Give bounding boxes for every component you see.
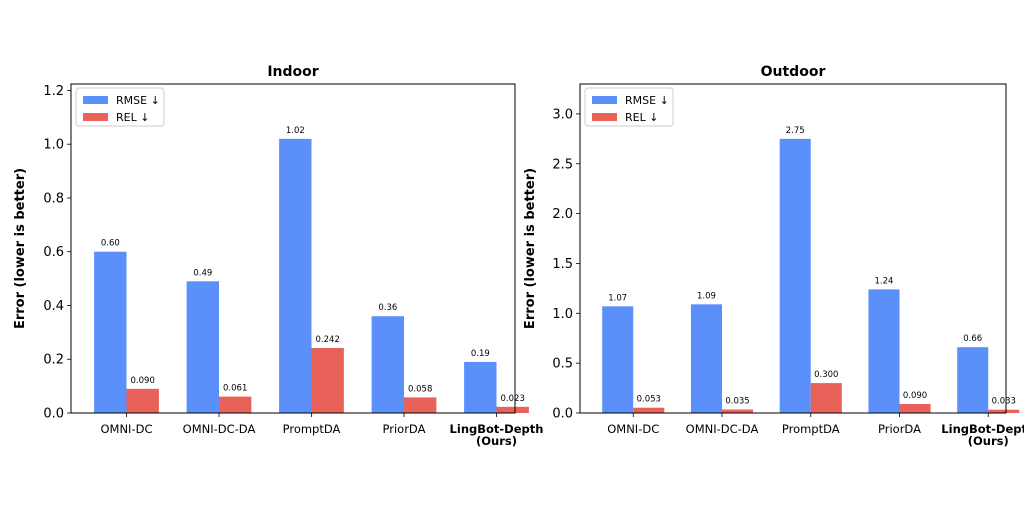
outdoor-rel-bar-omni-dc-da [722,409,754,413]
y-tick-label: 3.0 [552,107,573,122]
outdoor-rmse-data-label: 1.24 [875,276,894,286]
outdoor-chart-title: Outdoor [761,64,826,80]
outdoor-rmse-data-label: 2.75 [786,126,805,136]
x-tick-label-priorda: PriorDA [383,422,426,436]
legend-swatch-rel [592,113,617,121]
y-tick-label: 0.8 [43,191,64,206]
legend-swatch-rel [83,113,108,121]
x-tick-label-priorda: PriorDA [878,422,921,436]
indoor-rel-bar-lingbot-depth-ours [496,406,529,413]
indoor-legend: RMSE ↓ REL ↓ [75,87,165,127]
outdoor-axes-frame [579,83,1007,414]
outdoor-panel: Outdoor Error (lower is better) 0.0 0.5 1.0 1… [523,64,1024,448]
indoor-rel-bar-omni-dc [126,388,159,413]
outdoor-rmse-data-label: 1.09 [697,291,716,301]
indoor-rel-bar-promptda [311,347,344,413]
indoor-rel-data-label: 0.090 [131,376,155,386]
legend-swatch-rmse [592,96,617,104]
x-tick-label-lingbot-depth-ours: LingBot-Depth(Ours) [450,422,544,448]
x-tick-label-omni-dc-da: OMNI-DC-DA [686,422,759,436]
y-tick-label: 1.0 [43,138,64,153]
outdoor-rmse-bar-lingbot-depth-ours [957,347,989,413]
x-tick-label-omni-dc: OMNI-DC [100,422,152,436]
y-tick-label: 0.5 [552,357,573,372]
outdoor-rmse-bar-omni-dc [602,306,634,413]
legend-label-rmse: RMSE ↓ [116,94,160,107]
legend-label-rmse: RMSE ↓ [625,94,669,107]
y-tick-label: 0.0 [552,407,573,422]
legend-swatch-rmse [83,96,108,104]
legend-label-rel: REL ↓ [116,111,149,124]
indoor-rel-bar-priorda [404,397,437,413]
outdoor-rel-data-label: 0.053 [637,395,661,405]
y-tick-label: 0.2 [43,353,64,368]
outdoor-rel-data-label: 0.033 [992,397,1016,407]
outdoor-rel-data-label: 0.300 [814,370,838,380]
indoor-rmse-bar-promptda [279,138,312,414]
indoor-rmse-data-label: 0.49 [193,268,212,278]
y-tick-label: 0.4 [43,299,64,314]
outdoor-rel-data-label: 0.090 [903,391,927,401]
y-tick-label: 1.2 [43,84,64,99]
outdoor-rmse-bar-omni-dc-da [690,304,722,413]
y-tick-label: 1.0 [552,307,573,322]
indoor-rmse-data-label: 1.02 [286,126,305,136]
x-tick-label-promptda: PromptDA [283,422,341,436]
y-tick-label: 1.5 [552,257,573,272]
x-tick-label-omni-dc: OMNI-DC [607,422,659,436]
outdoor-rel-bar-omni-dc [633,407,665,413]
y-tick-label: 2.0 [552,207,573,222]
indoor-rel-data-label: 0.061 [223,384,247,394]
outdoor-rel-data-label: 0.035 [725,397,749,407]
x-tick-label-lingbot-depth-ours: LingBot-Depth(Ours) [941,422,1024,448]
indoor-rel-bar-omni-dc-da [219,396,252,413]
indoor-rmse-bar-omni-dc-da [186,281,219,413]
y-tick-label: 2.5 [552,157,573,172]
indoor-rmse-bar-omni-dc [94,251,127,413]
indoor-rel-data-label: 0.242 [316,335,340,345]
indoor-rmse-data-label: 0.60 [101,239,120,249]
indoor-panel: Indoor Error (lower is better) 0.0 0.2 0.4 0.… [13,64,543,448]
indoor-rmse-bar-priorda [371,316,404,413]
legend-label-rel: REL ↓ [625,111,658,124]
indoor-rmse-data-label: 0.36 [378,303,397,313]
outdoor-rel-bar-priorda [899,404,931,413]
outdoor-rel-bar-lingbot-depth-ours [988,409,1020,413]
indoor-axes-frame [70,83,516,414]
outdoor-rmse-data-label: 1.07 [608,293,627,303]
indoor-rel-data-label: 0.023 [501,394,525,404]
indoor-y-axis-label: Error (lower is better) [13,168,28,329]
y-tick-label: 0.0 [43,407,64,422]
indoor-rmse-data-label: 0.19 [471,349,490,359]
x-tick-label-promptda: PromptDA [782,422,840,436]
outdoor-rmse-bar-promptda [779,138,811,414]
indoor-chart-title: Indoor [267,64,318,80]
indoor-rmse-bar-lingbot-depth-ours [464,361,497,413]
outdoor-legend: RMSE ↓ REL ↓ [584,87,674,127]
outdoor-y-axis-label: Error (lower is better) [523,168,538,329]
outdoor-rmse-data-label: 0.66 [963,334,982,344]
outdoor-rmse-bar-priorda [868,289,900,413]
y-tick-label: 0.6 [43,245,64,260]
x-tick-label-omni-dc-da: OMNI-DC-DA [183,422,256,436]
outdoor-rel-bar-promptda [810,383,842,413]
indoor-rel-data-label: 0.058 [408,384,432,394]
